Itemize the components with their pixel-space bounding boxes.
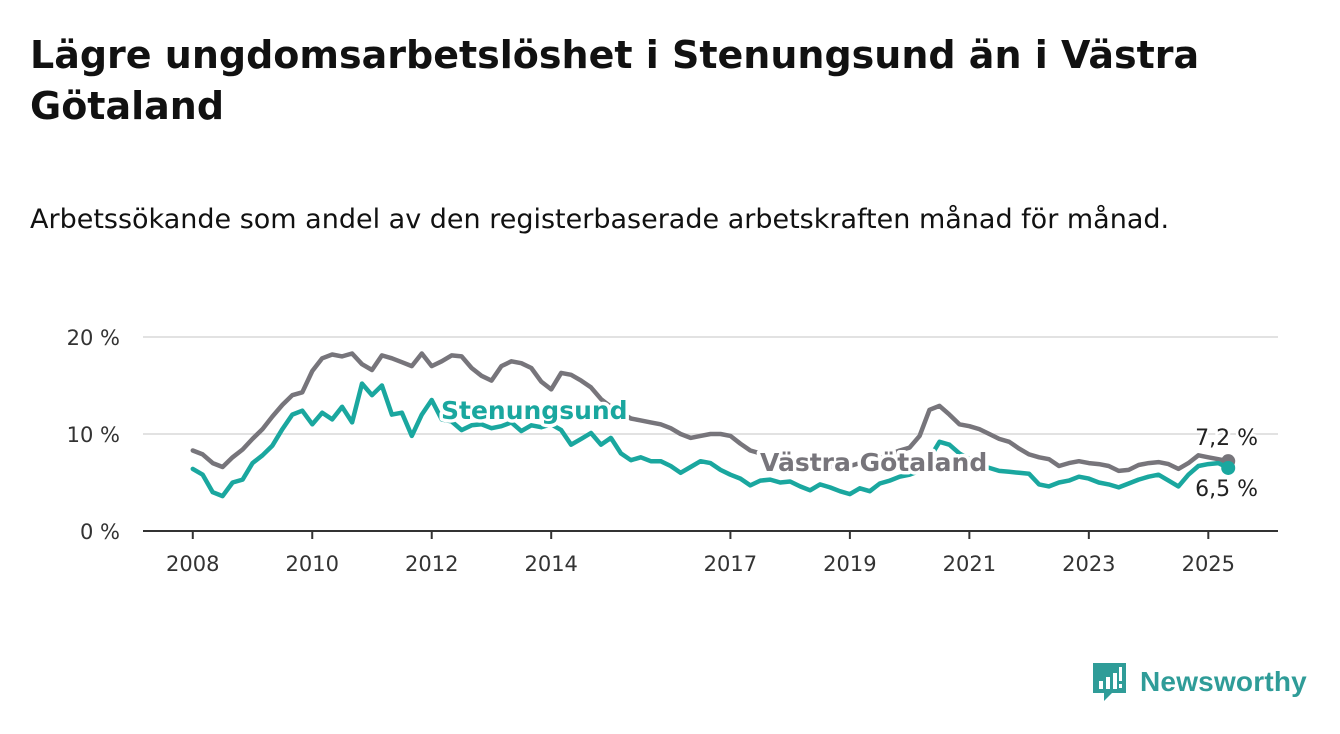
y-tick-label: 0 %	[80, 520, 120, 544]
chart-title: Lägre ungdomsarbetslöshet i Stenungsund …	[30, 33, 1200, 128]
series-end-label: 7,2 %	[1195, 426, 1258, 451]
x-tick-label: 2010	[286, 552, 339, 576]
x-tick-label: 2008	[166, 552, 219, 576]
series-label: Västra Götaland	[760, 448, 987, 477]
y-tick-label: 20 %	[67, 326, 120, 350]
x-tick-label: 2019	[823, 552, 876, 576]
x-tick-label: 2025	[1182, 552, 1235, 576]
brand-name: Newsworthy	[1140, 666, 1307, 697]
newsworthy-logo-icon	[1093, 663, 1126, 701]
series-label: Stenungsund	[441, 396, 628, 425]
x-tick-label: 2017	[704, 552, 757, 576]
series-line-stenungsund	[190, 381, 1231, 499]
y-tick-label: 10 %	[67, 423, 120, 447]
line-chart: 0 % 10 % 20 % 2008 2010 2012 2014 2017 2019 2021 2…	[67, 326, 1278, 576]
series-line-vastra-gotaland	[190, 351, 1231, 474]
x-tick-label: 2014	[524, 552, 577, 576]
x-tick-label: 2021	[943, 552, 996, 576]
x-tick-label: 2012	[405, 552, 458, 576]
series-end-point	[1221, 460, 1236, 475]
newsworthy-brand: Newsworthy	[1090, 660, 1307, 704]
chart-subtitle: Arbetssökande som andel av den registerb…	[30, 204, 1170, 235]
x-tick-label: 2023	[1062, 552, 1115, 576]
series-end-label: 6,5 %	[1195, 477, 1258, 502]
